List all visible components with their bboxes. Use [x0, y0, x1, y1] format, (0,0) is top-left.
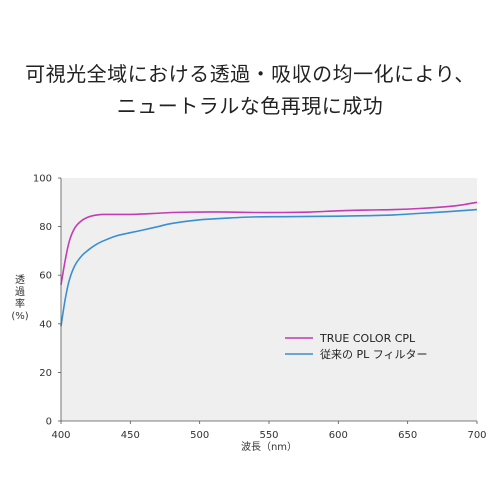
y-axis-label-part: 過: [15, 286, 25, 298]
x-tick-label: 450: [121, 430, 140, 441]
series-layer: [60, 201, 478, 327]
plot-background: [61, 178, 477, 421]
y-axis-label-part: (%): [11, 311, 28, 322]
y-axis-label: 透過率(%): [11, 274, 28, 322]
x-tick-label: 700: [467, 430, 486, 441]
y-axis-label-part: 透: [15, 274, 25, 286]
headline-line-1: 可視光全域における透過・吸収の均一化により、: [25, 62, 475, 86]
x-tick-label: 600: [329, 430, 348, 441]
legend-label: TRUE COLOR CPL: [319, 332, 416, 345]
legend-label: 従来の PL フィルター: [320, 348, 428, 361]
y-tick-label: 0: [46, 417, 52, 428]
x-tick-label: 400: [51, 430, 70, 441]
x-axis-label: 波長（nm）: [241, 440, 297, 453]
x-tick-label: 500: [190, 430, 209, 441]
x-axis-ticks: 400 450 500 550 600 650 700: [51, 421, 487, 441]
y-tick-label: 100: [33, 174, 52, 185]
y-tick-label: 40: [39, 319, 52, 330]
y-axis-label-part: 率: [15, 297, 25, 310]
y-axis-ticks: 0 20 40 60 80 100: [33, 174, 61, 428]
x-tick-label: 650: [398, 430, 417, 441]
y-tick-label: 80: [39, 222, 52, 233]
headline-line-2: ニュートラルな色再現に成功: [116, 94, 384, 118]
x-tick-label: 550: [259, 430, 278, 441]
y-tick-label: 20: [39, 368, 52, 379]
legend: TRUE COLOR CPL 従来の PL フィルター: [285, 332, 428, 361]
y-tick-label: 60: [39, 271, 52, 282]
series-line-2: [60, 208, 478, 327]
series-line-1: [60, 201, 478, 286]
